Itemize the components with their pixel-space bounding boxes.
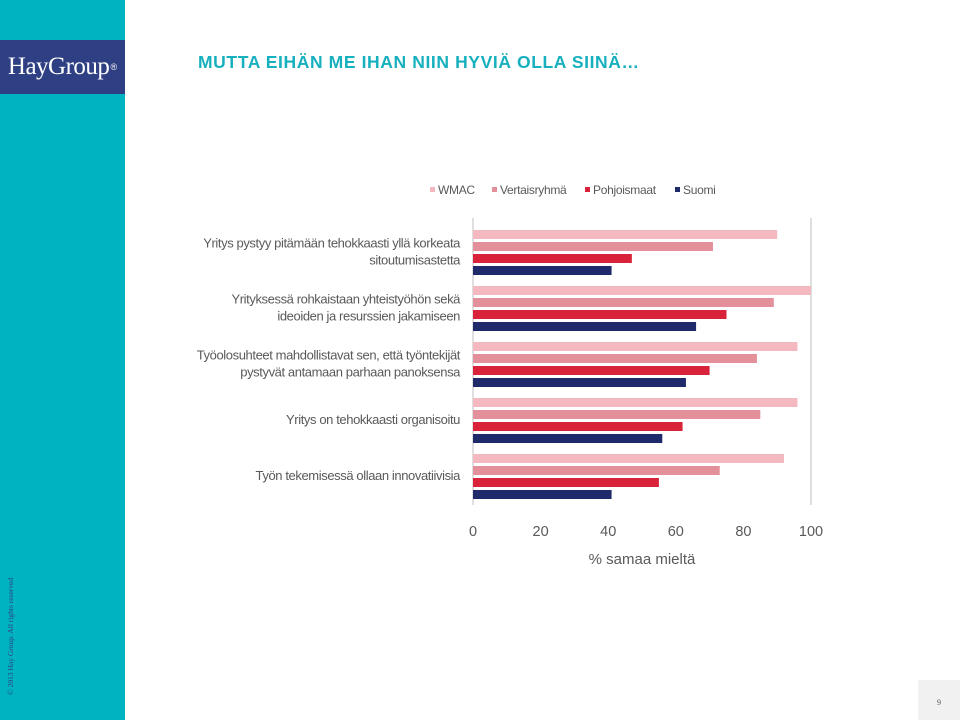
x-axis-title: % samaa mieltä	[589, 551, 696, 568]
category-label-3-line-1: Työolosuhteet mahdollistavat sen, että t…	[197, 348, 461, 363]
category-label-2-line-1: Yrityksessä rohkaistaan yhteistyöhön sek…	[231, 292, 461, 307]
category-label-3-line-2: pystyvät antamaan parhaan panoksensa	[240, 365, 461, 380]
bar-wmac-2	[473, 286, 811, 295]
bar-pohjoismaat-4	[473, 422, 683, 431]
legend-swatch-wmac	[430, 187, 435, 192]
legend-label-suomi: Suomi	[683, 183, 716, 197]
page-number: 9	[937, 698, 941, 707]
sidebar: HayGroup ® © 2013 Hay Group. All rights r…	[0, 0, 125, 720]
bar-suomi-1	[473, 266, 612, 275]
x-tick-label-100: 100	[799, 524, 823, 540]
bar-vertaisryhm--3	[473, 354, 757, 363]
registered-mark: ®	[110, 62, 118, 72]
category-label-1-line-2: sitoutumisastetta	[369, 253, 461, 268]
bar-wmac-3	[473, 342, 798, 351]
category-label-1-line-1: Yritys pystyy pitämään tehokkaasti yllä …	[203, 236, 461, 251]
x-tick-label-20: 20	[533, 524, 549, 540]
slide-title: MUTTA EIHÄN ME IHAN NIIN HYVIÄ OLLA SIIN…	[198, 52, 640, 72]
bar-suomi-5	[473, 490, 612, 499]
bar-pohjoismaat-3	[473, 366, 710, 375]
bar-wmac-1	[473, 230, 778, 239]
bar-wmac-4	[473, 398, 798, 407]
x-tick-label-60: 60	[668, 524, 684, 540]
logo-text: HayGroup	[7, 53, 110, 80]
legend-label-wmac: WMAC	[438, 183, 475, 197]
page-number-box: 9	[918, 680, 960, 720]
bar-vertaisryhm--5	[473, 466, 720, 475]
x-tick-label-40: 40	[600, 524, 616, 540]
bar-pohjoismaat-5	[473, 478, 659, 487]
legend-swatch-pohjoismaat	[585, 187, 590, 192]
x-tick-label-80: 80	[735, 524, 751, 540]
bar-suomi-3	[473, 378, 686, 387]
legend-label-pohjoismaat: Pohjoismaat	[593, 183, 657, 197]
bar-vertaisryhm--4	[473, 410, 761, 419]
category-label-2-line-2: ideoiden ja resurssien jakamiseen	[277, 309, 460, 324]
bar-pohjoismaat-2	[473, 310, 727, 319]
bar-wmac-5	[473, 454, 784, 463]
bar-suomi-4	[473, 434, 663, 443]
bar-pohjoismaat-1	[473, 254, 632, 263]
haygroup-logo: HayGroup ®	[0, 40, 125, 94]
legend-swatch-suomi	[675, 187, 680, 192]
legend-label-vertaisryhm-: Vertaisryhmä	[500, 183, 567, 197]
legend-swatch-vertaisryhm-	[492, 187, 497, 192]
category-label-5-line-1: Työn tekemisessä ollaan innovatiivisia	[256, 468, 462, 483]
category-label-4-line-1: Yritys on tehokkaasti organisoitu	[286, 412, 460, 427]
x-tick-label-0: 0	[469, 524, 477, 540]
bar-vertaisryhm--1	[473, 242, 713, 251]
bar-vertaisryhm--2	[473, 298, 774, 307]
bar-suomi-2	[473, 322, 697, 331]
